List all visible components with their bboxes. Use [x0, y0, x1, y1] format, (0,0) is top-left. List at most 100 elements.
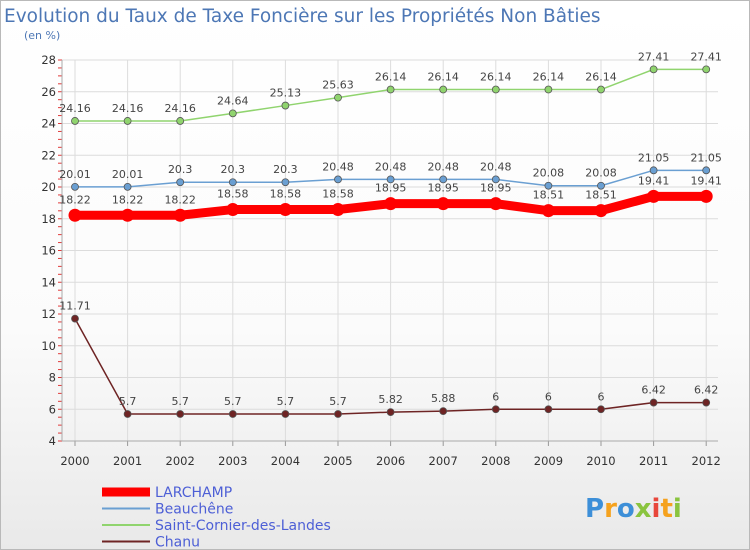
data-label: 27.41 — [638, 50, 670, 63]
y-tick-label: 26 — [41, 85, 56, 99]
legend-label: LARCHAMP — [155, 485, 232, 501]
data-label: 26.14 — [375, 71, 407, 84]
x-tick-label: 2007 — [429, 454, 458, 468]
data-point — [123, 117, 132, 125]
x-tick-label: 2008 — [481, 454, 510, 468]
logo-letter: i — [652, 494, 661, 524]
data-label: 24.64 — [217, 94, 249, 107]
data-label: 21.05 — [638, 151, 670, 164]
data-label: 18.58 — [270, 188, 302, 201]
data-point — [68, 208, 82, 222]
data-label: 6.42 — [641, 384, 666, 397]
data-label: 19.41 — [690, 174, 722, 187]
data-label: 20.08 — [533, 167, 565, 180]
data-point — [544, 181, 553, 190]
y-tick-label: 24 — [41, 117, 56, 131]
chart-title: Evolution du Taux de Taxe Foncière sur l… — [4, 6, 601, 27]
data-point — [386, 408, 395, 417]
data-point — [176, 178, 185, 187]
data-point — [228, 178, 237, 187]
data-point — [699, 189, 713, 203]
data-point — [597, 405, 605, 414]
data-point — [544, 405, 553, 414]
series-saint-cornier-des-landes — [71, 65, 711, 125]
series-beauch-ne — [71, 166, 711, 191]
data-label: 5.7 — [224, 395, 242, 408]
y-tick-label: 10 — [41, 339, 56, 353]
data-label: 18.95 — [375, 182, 407, 195]
data-point — [491, 405, 500, 414]
data-point — [228, 410, 237, 418]
logo-letter: o — [617, 494, 635, 524]
data-point — [173, 208, 187, 222]
data-point — [71, 117, 79, 125]
data-point — [334, 410, 342, 418]
data-label: 6 — [598, 390, 605, 403]
proxiti-logo: Proxiti — [585, 494, 682, 524]
data-point — [386, 85, 395, 94]
logo-letter: r — [604, 494, 617, 524]
data-label: 24.16 — [112, 102, 144, 115]
data-point — [489, 197, 503, 211]
data-label: 5.7 — [119, 395, 137, 408]
data-point — [281, 101, 290, 110]
data-label: 18.95 — [427, 182, 459, 195]
logo-letter: P — [585, 494, 604, 524]
logo-letter: t — [660, 494, 672, 524]
data-label: 24.16 — [59, 102, 91, 115]
data-point — [176, 117, 185, 125]
data-label: 6.42 — [694, 384, 719, 397]
data-point — [436, 197, 450, 211]
y-tick-label: 6 — [49, 402, 56, 416]
data-point — [71, 314, 79, 323]
data-point — [121, 208, 135, 222]
x-tick-label: 2006 — [376, 454, 405, 468]
y-tick-label: 16 — [41, 244, 56, 258]
x-tick-label: 2001 — [113, 454, 142, 468]
y-tick-label: 12 — [41, 307, 56, 321]
data-label: 26.14 — [427, 71, 459, 84]
data-label: 26.14 — [480, 71, 512, 84]
y-axis-unit: (en %) — [24, 29, 60, 42]
data-label: 5.82 — [378, 393, 403, 406]
x-tick-label: 2012 — [692, 454, 721, 468]
data-point — [439, 85, 448, 94]
data-label: 18.22 — [112, 193, 144, 206]
data-point — [384, 197, 398, 211]
data-label: 20.48 — [480, 160, 512, 173]
data-label: 20.3 — [273, 163, 298, 176]
y-tick-label: 20 — [41, 180, 56, 194]
series-chanu — [71, 314, 711, 418]
data-label: 25.13 — [270, 87, 302, 100]
data-point — [597, 85, 605, 94]
data-label: 21.05 — [690, 151, 722, 164]
data-point — [649, 65, 658, 74]
legend-label: Beauchêne — [155, 502, 233, 518]
x-tick-label: 2010 — [586, 454, 615, 468]
data-label: 20.48 — [427, 160, 459, 173]
data-point — [123, 410, 132, 418]
data-label: 26.14 — [585, 71, 617, 84]
data-point — [491, 85, 500, 94]
logo-letter: x — [635, 494, 652, 524]
x-tick-label: 2009 — [534, 454, 563, 468]
y-tick-label: 22 — [41, 148, 56, 162]
x-tick-label: 2005 — [323, 454, 352, 468]
data-point — [702, 65, 711, 74]
data-point — [594, 204, 608, 218]
data-point — [702, 166, 711, 175]
data-label: 20.3 — [168, 163, 193, 176]
x-tick-label: 2011 — [639, 454, 668, 468]
y-tick-label: 18 — [41, 212, 56, 226]
legend-label: Saint-Cornier-des-Landes — [155, 518, 331, 534]
data-point — [439, 407, 448, 416]
data-point — [334, 175, 342, 184]
data-label: 18.51 — [585, 189, 617, 202]
data-point — [649, 166, 658, 175]
x-tick-label: 2004 — [271, 454, 300, 468]
data-label: 27.41 — [690, 50, 722, 63]
data-label: 5.7 — [171, 395, 189, 408]
data-point — [331, 203, 345, 217]
data-label: 5.7 — [277, 395, 295, 408]
